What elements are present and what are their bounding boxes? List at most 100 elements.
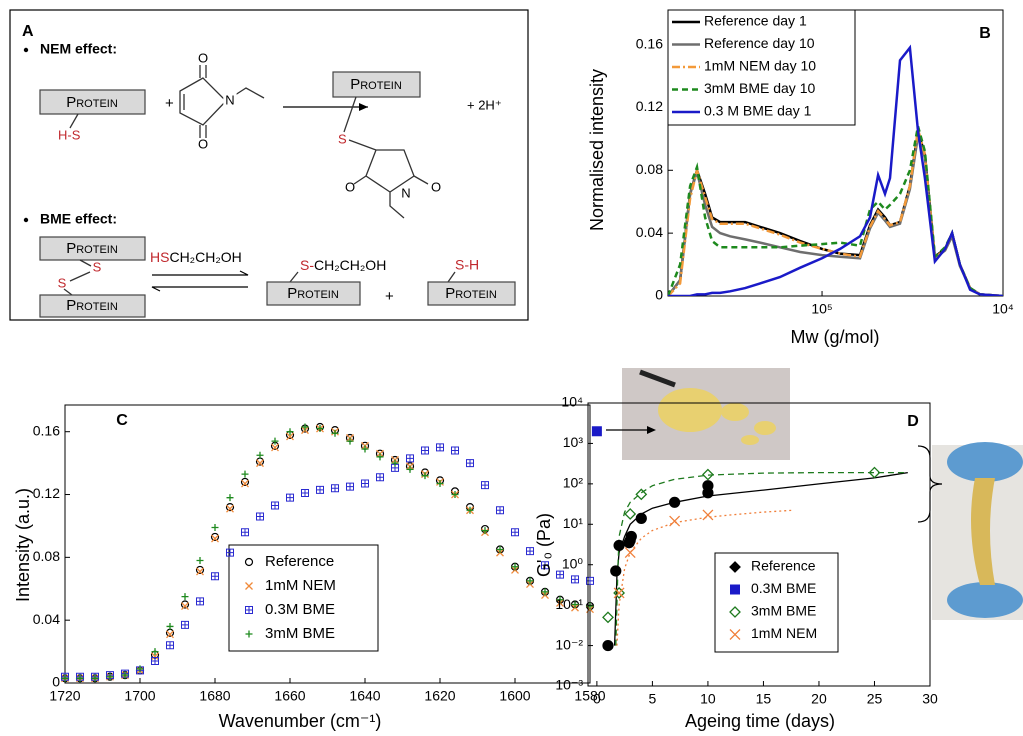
marker	[635, 512, 647, 524]
x-tick-label: 1600	[499, 688, 530, 704]
plot-area	[668, 44, 1003, 296]
atom: N	[401, 185, 410, 200]
marker	[571, 600, 579, 608]
photo-detail	[947, 582, 1023, 618]
legend-label: 1mM NEM	[265, 577, 336, 594]
marker	[241, 528, 249, 537]
reagent-rest: CH₂CH₂OH	[169, 249, 241, 265]
marker	[196, 597, 204, 606]
plot-area	[613, 471, 908, 646]
y-tick-label: 0.08	[636, 161, 663, 177]
arrowhead	[359, 103, 368, 111]
y-tick-label: 10²	[563, 475, 584, 491]
photo-detail	[721, 403, 749, 421]
x-tick-label: 15	[756, 691, 772, 707]
legend-swatch	[245, 630, 253, 638]
marker	[226, 504, 234, 513]
marker	[466, 459, 474, 468]
chart: 0 0.04 0.08 0.12 0.16 10⁵ 10⁴ Normalised intens…	[587, 9, 1014, 347]
series-line	[668, 44, 1003, 296]
marker	[196, 567, 204, 576]
chart: 0 0.04 0.08 0.12 0.16 1720 1700 1680 1660 1640 162…	[13, 404, 606, 731]
marker	[256, 512, 264, 521]
marker	[556, 596, 564, 604]
atom: O	[345, 179, 355, 194]
marker	[286, 428, 294, 436]
arrow	[151, 286, 248, 292]
marker	[151, 648, 159, 656]
marker	[136, 665, 144, 673]
legend-label: 0.3 M BME day 1	[704, 103, 812, 119]
marker	[624, 547, 636, 559]
legend-swatch	[245, 606, 253, 614]
y-tick-label: 0.04	[636, 224, 663, 240]
y-tick-label: 10¹	[563, 515, 584, 531]
x-tick-label: 1700	[124, 688, 155, 704]
marker	[211, 534, 219, 543]
x-axis-label: Mw (g/mol)	[791, 327, 880, 347]
legend-label: Reference	[751, 558, 816, 574]
marker	[331, 429, 339, 437]
thiol: H-S	[58, 127, 81, 142]
marker	[541, 561, 549, 570]
marker	[591, 426, 602, 437]
legend-box	[228, 544, 379, 652]
y-tick-label: 0	[655, 287, 663, 303]
panel-label: D	[907, 413, 919, 430]
bond	[69, 113, 79, 129]
marker	[496, 506, 504, 515]
chart: 10⁻³ 10⁻² 10⁻¹ 10⁰ 10¹ 10² 10³ 10⁴ 0 5 10 15 20 25 30 G…	[534, 394, 938, 731]
marker	[196, 556, 204, 564]
marker	[610, 565, 622, 577]
photo-gel-fragments	[622, 368, 790, 460]
marker	[121, 671, 129, 679]
legend-label: 0.3M BME	[751, 580, 816, 596]
y-tick-label: 0.16	[636, 35, 663, 51]
marker	[181, 602, 189, 610]
marker	[613, 539, 625, 552]
x-axis-label: Wavenumber (cm⁻¹)	[219, 711, 382, 731]
marker	[466, 506, 474, 514]
y-axis-label: G'₀ (Pa)	[534, 513, 554, 577]
marker	[195, 565, 205, 575]
bond	[343, 96, 357, 133]
x-tick-label: 1660	[274, 688, 305, 704]
legend-label: Reference day 10	[704, 35, 815, 51]
arrowhead	[647, 426, 656, 434]
fit-line	[616, 509, 792, 646]
heading: NEM effect:	[40, 41, 117, 57]
marker	[286, 432, 294, 441]
atom: O	[198, 50, 208, 65]
marker	[316, 485, 324, 494]
legend-label: 0.3M BME	[265, 601, 335, 618]
marker	[331, 484, 339, 493]
bond	[447, 271, 456, 283]
marker	[625, 530, 637, 543]
marker	[421, 446, 429, 455]
marker	[180, 600, 190, 609]
marker	[702, 468, 714, 481]
protein-label: Protein	[445, 285, 497, 302]
protein-label: Protein	[287, 285, 339, 302]
marker	[702, 480, 714, 492]
marker	[241, 479, 249, 488]
protein-box	[266, 281, 361, 306]
plus: +	[385, 288, 394, 305]
panel-frame	[9, 9, 529, 321]
legend-label: 1mM NEM	[751, 625, 817, 641]
marker	[436, 443, 444, 452]
marker	[635, 488, 648, 501]
y-tick-label: 0.04	[33, 611, 60, 627]
marker	[669, 515, 681, 527]
reagent-thiol: HS	[150, 249, 169, 265]
panel-label: A	[22, 23, 34, 40]
marker	[166, 641, 174, 650]
protein-box	[427, 281, 516, 306]
y-tick-label: 10⁴	[561, 394, 583, 410]
marker	[571, 575, 579, 584]
marker	[602, 639, 614, 652]
legend-label: Reference day 1	[704, 13, 807, 29]
y-tick-label: 10³	[563, 434, 584, 450]
legend-swatch	[245, 582, 253, 590]
legend-label: 1mM NEM day 10	[704, 58, 816, 74]
